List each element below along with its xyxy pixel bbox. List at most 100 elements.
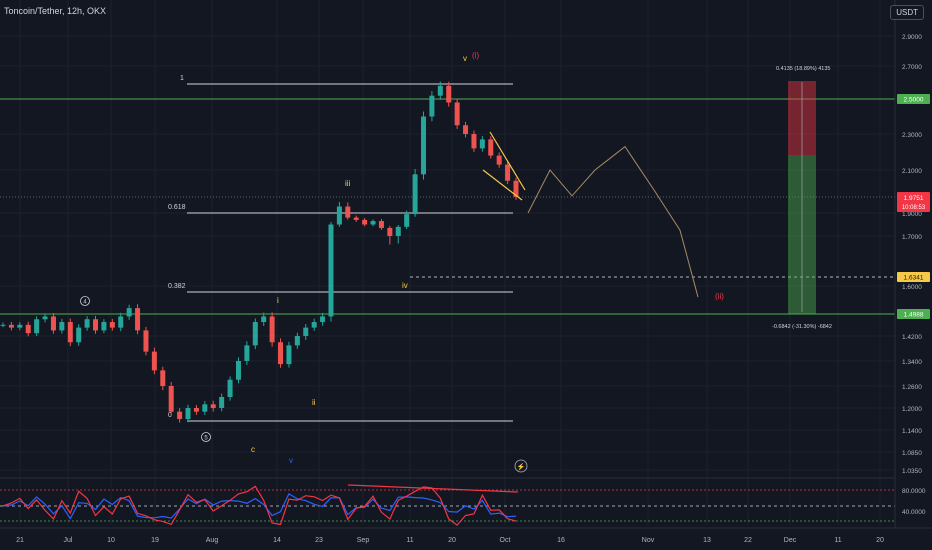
candle-body xyxy=(303,327,309,336)
wave-ii-label: ii xyxy=(312,398,316,407)
time-axis-tick: Nov xyxy=(642,537,655,544)
time-axis-tick: Aug xyxy=(206,537,219,544)
candle-body xyxy=(17,324,23,328)
price-axis-tick: 1.1400 xyxy=(902,428,922,435)
candle-body xyxy=(219,397,225,408)
projection-path xyxy=(527,145,699,298)
candle-body xyxy=(109,322,115,328)
symbol-title: Toncoin/Tether, 12h, OKX xyxy=(4,6,107,16)
currency-button[interactable]: USDT xyxy=(890,5,924,20)
price-axis-tick: 40.0000 xyxy=(902,509,926,516)
price-axis-tick: 1.7000 xyxy=(902,234,922,241)
wave-4-label-ring xyxy=(80,296,90,306)
candle-body xyxy=(311,322,317,328)
candle-body xyxy=(76,327,82,343)
wave-v-blue-label: v xyxy=(289,456,293,465)
candle-body xyxy=(404,214,410,227)
candle-body xyxy=(0,324,6,326)
candle-body xyxy=(210,404,216,408)
candle-body xyxy=(244,345,250,361)
candle-body xyxy=(25,324,31,334)
price-axis-tick: 2.1000 xyxy=(902,168,922,175)
time-axis-tick: Jul xyxy=(64,537,73,544)
time-axis-tick: 13 xyxy=(703,537,711,544)
candle-body xyxy=(168,386,174,412)
time-axis-tick: 23 xyxy=(315,537,323,544)
candle-body xyxy=(488,139,494,156)
divergence-line xyxy=(347,484,519,493)
countdown-tag: 10:08:53 xyxy=(902,205,926,211)
time-axis-tick: 11 xyxy=(406,537,413,544)
price-axis-tick: 1.9000 xyxy=(902,211,922,218)
candle-body xyxy=(395,226,401,236)
time-axis-tick: 14 xyxy=(273,537,281,544)
candle-body xyxy=(143,330,149,352)
wave-iii-label: iii xyxy=(345,179,351,188)
last-price-tag-bg xyxy=(897,192,930,212)
candle-body xyxy=(353,217,359,220)
candle-body xyxy=(67,322,73,343)
candle-body xyxy=(252,322,258,346)
time-axis-tick: Sep xyxy=(357,537,370,544)
price-axis-tick: 1.0850 xyxy=(902,450,922,457)
time-axis-tick: 20 xyxy=(448,537,456,544)
dashed-level-tag: 1.6341 xyxy=(904,275,924,282)
target-label: 0.4135 (18.89%) 4135 xyxy=(776,66,830,72)
wave-5-label-ring xyxy=(201,432,211,442)
candle-body xyxy=(34,319,40,334)
wave-c-label: c xyxy=(251,445,255,454)
candle-body xyxy=(378,221,384,228)
osc-signal-line xyxy=(2,493,517,520)
wave-5-label: 5 xyxy=(204,436,208,442)
flash-icon: ⚡ xyxy=(517,462,526,471)
time-axis-tick: Oct xyxy=(500,537,511,544)
candle-body xyxy=(362,219,368,225)
candle-body xyxy=(420,116,426,175)
time-axis-tick: 20 xyxy=(876,537,884,544)
fib-level-label: 0.618 xyxy=(168,204,186,211)
candle-body xyxy=(294,336,300,346)
candle-body xyxy=(227,379,233,397)
support-price-tag-bg xyxy=(897,309,930,319)
time-axis-tick: 22 xyxy=(744,537,752,544)
candle-body xyxy=(50,316,56,331)
wedge-upper-line xyxy=(489,131,526,191)
candle-body xyxy=(454,102,460,126)
time-axis-tick: 19 xyxy=(151,537,159,544)
wave-i-red-label: (i) xyxy=(472,51,479,60)
price-axis-tick: 2.3000 xyxy=(902,132,922,139)
candle-body xyxy=(387,227,393,236)
price-axis-tick: 1.0350 xyxy=(902,468,922,475)
dashed-level-tag-bg xyxy=(897,272,930,282)
last-price-tag: 1.9751 xyxy=(904,195,924,202)
wedge-lower-line xyxy=(482,169,523,201)
candle-body xyxy=(505,164,511,181)
candle-body xyxy=(471,134,477,149)
price-axis-tick: 1.3400 xyxy=(902,359,922,366)
candle-body xyxy=(42,316,48,320)
fib-level-label: 0.382 xyxy=(168,283,186,290)
price-axis-tick: 1.2600 xyxy=(902,384,922,391)
candle-body xyxy=(101,322,107,331)
wave-iv-label: iv xyxy=(402,281,408,290)
candle-body xyxy=(185,408,191,419)
candle-body xyxy=(235,361,241,380)
candle-body xyxy=(118,316,124,328)
price-axis-tick: 2.7000 xyxy=(902,64,922,71)
fib-level-label: 1 xyxy=(180,75,184,82)
candle-body xyxy=(59,322,65,331)
candle-body xyxy=(193,408,199,412)
time-axis-tick: 21 xyxy=(16,537,24,544)
candle-body xyxy=(479,139,485,149)
price-axis-tick: 80.0000 xyxy=(902,488,926,495)
price-axis-tick: 1.6000 xyxy=(902,284,922,291)
candle-body xyxy=(320,316,326,323)
wave-v-label: v xyxy=(463,54,467,63)
candle-body xyxy=(202,404,208,412)
candle-body xyxy=(261,316,267,323)
candle-body xyxy=(8,324,14,328)
stop-label: -0.6842 (-31.30%) -6842 xyxy=(772,324,832,330)
fib-level-label: 0 xyxy=(168,412,172,419)
wave-4-label: 4 xyxy=(83,300,87,306)
